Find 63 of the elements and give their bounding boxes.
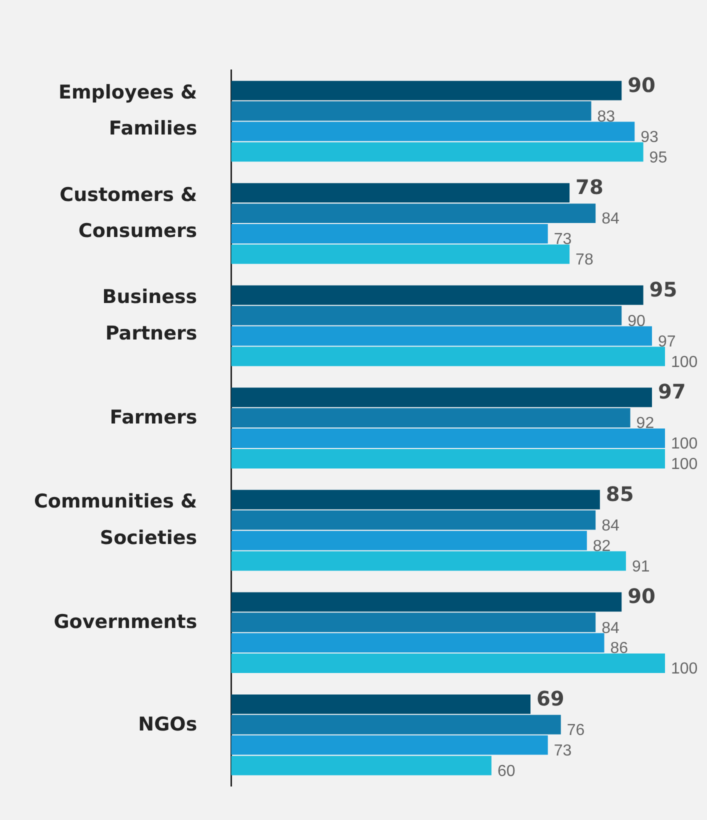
data-label: 84 xyxy=(602,620,620,637)
data-label: 69 xyxy=(536,686,564,710)
data-label: 92 xyxy=(636,415,654,432)
bar xyxy=(231,592,622,612)
y-tick-label: Governments xyxy=(54,611,198,634)
bar xyxy=(231,142,644,162)
bar xyxy=(231,551,626,571)
bar xyxy=(231,714,561,734)
data-label: 73 xyxy=(554,742,572,760)
bar xyxy=(231,122,635,142)
data-label: 82 xyxy=(592,538,611,555)
data-label: 78 xyxy=(576,252,594,269)
bar xyxy=(231,449,665,468)
y-tick-label: NGOs xyxy=(138,713,198,736)
data-label: 91 xyxy=(632,558,650,576)
bar xyxy=(231,654,665,673)
data-label: 84 xyxy=(602,518,620,534)
y-tick-label: Communities & Societies xyxy=(34,490,198,549)
bar xyxy=(231,490,600,510)
data-label: 90 xyxy=(628,72,656,97)
bar xyxy=(231,756,492,776)
bar xyxy=(231,694,530,714)
bar xyxy=(231,408,630,428)
y-tick-label: Farmers xyxy=(110,406,198,428)
data-label: 97 xyxy=(658,333,676,350)
bar xyxy=(231,326,652,346)
data-label: 60 xyxy=(497,762,516,780)
bar xyxy=(231,244,570,264)
bar xyxy=(231,204,596,223)
bar xyxy=(231,80,622,100)
bar xyxy=(231,346,665,366)
data-label: 90 xyxy=(628,584,656,608)
data-label: 100 xyxy=(671,660,698,678)
bar xyxy=(231,388,652,408)
data-label: 86 xyxy=(610,640,628,658)
data-label: 85 xyxy=(606,482,634,506)
bar xyxy=(231,530,587,550)
data-label: 73 xyxy=(554,231,572,248)
bar xyxy=(231,285,644,305)
data-label: 90 xyxy=(628,312,646,330)
data-label: 83 xyxy=(597,108,616,126)
bar xyxy=(231,306,622,326)
data-label: 93 xyxy=(640,128,659,146)
data-label: 100 xyxy=(671,456,698,474)
data-label: 84 xyxy=(602,210,620,228)
bar xyxy=(231,428,665,448)
y-tick-label: Employees & Families xyxy=(58,82,198,140)
data-label: 78 xyxy=(576,175,604,200)
bar xyxy=(231,224,548,244)
bar xyxy=(231,612,596,632)
data-label: 97 xyxy=(658,380,686,404)
data-label: 100 xyxy=(671,354,698,371)
bar xyxy=(231,735,548,755)
y-tick-label: Business Partners xyxy=(102,286,198,344)
bar xyxy=(231,510,596,530)
data-label: 100 xyxy=(671,436,698,453)
bar xyxy=(231,183,570,203)
bar xyxy=(231,633,604,653)
bar xyxy=(231,101,592,121)
data-label: 76 xyxy=(566,722,585,740)
y-tick-label: Customers & Consumers xyxy=(60,184,198,242)
data-label: 95 xyxy=(649,149,668,166)
data-label: 95 xyxy=(649,277,678,302)
